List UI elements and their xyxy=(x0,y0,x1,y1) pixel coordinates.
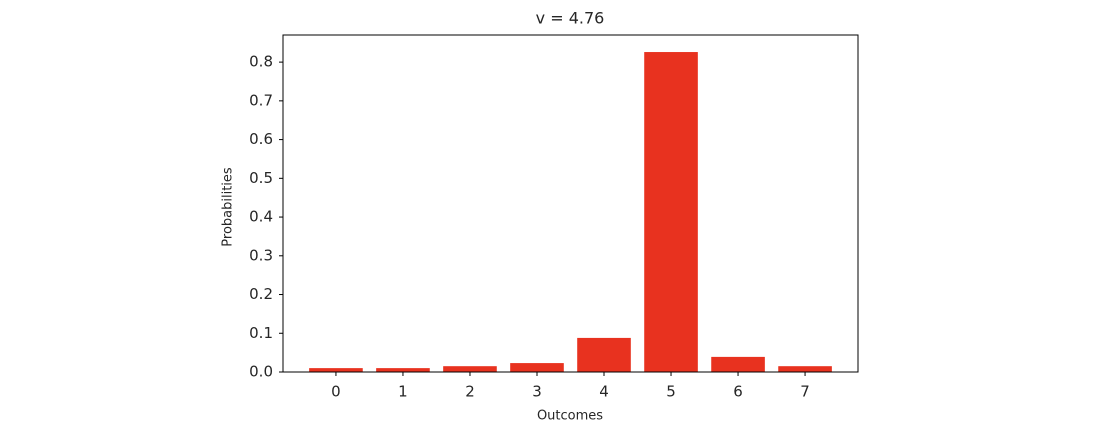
bar xyxy=(443,366,497,372)
plot-frame xyxy=(282,34,859,373)
bar xyxy=(711,356,765,372)
bar xyxy=(577,337,631,372)
x-tick-label: 0 xyxy=(331,383,341,401)
y-tick-label: 0.8 xyxy=(249,53,273,71)
y-tick-label: 0.1 xyxy=(249,324,273,342)
y-tick-label: 0.7 xyxy=(249,91,273,109)
y-axis-label: Probabilities xyxy=(221,167,236,247)
bar xyxy=(510,363,564,372)
chart-title: v = 4.76 xyxy=(536,9,605,28)
y-tick-label: 0.4 xyxy=(249,208,273,226)
y-tick-label: 0.2 xyxy=(249,285,273,303)
x-axis-label: Outcomes xyxy=(537,409,603,424)
x-tick-label: 7 xyxy=(800,383,810,401)
x-tick-label: 5 xyxy=(666,383,676,401)
bar xyxy=(644,52,698,373)
bar xyxy=(376,368,430,372)
x-tick-label: 3 xyxy=(532,383,542,401)
x-tick-label: 1 xyxy=(398,383,408,401)
x-tick-label: 2 xyxy=(465,383,475,401)
bar xyxy=(778,366,832,372)
x-tick-label: 4 xyxy=(599,383,609,401)
y-tick-label: 0.6 xyxy=(249,130,273,148)
y-tick-label: 0.5 xyxy=(249,169,273,187)
y-tick-label: 0.0 xyxy=(249,363,273,381)
y-tick-label: 0.3 xyxy=(249,246,273,264)
bar xyxy=(309,368,363,372)
x-tick-label: 6 xyxy=(733,383,743,401)
